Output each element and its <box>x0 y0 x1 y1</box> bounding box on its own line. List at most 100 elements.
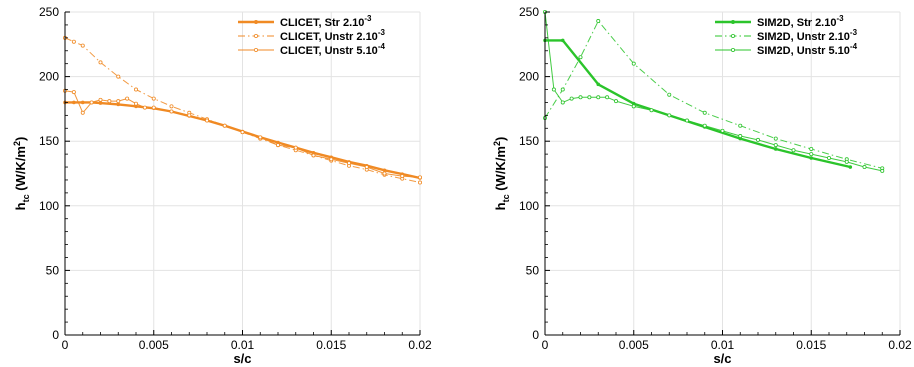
legend-label: CLICET, Unstr 5.10-4 <box>280 42 385 57</box>
data-point <box>151 105 156 110</box>
data-point <box>578 55 583 60</box>
legend-marker <box>253 19 258 24</box>
data-point <box>560 38 565 43</box>
data-point <box>702 123 707 128</box>
data-point <box>848 165 853 169</box>
data-point <box>417 175 422 180</box>
data-point <box>98 101 103 105</box>
x-tick-label: 0.01 <box>231 338 255 352</box>
series-line <box>545 39 851 169</box>
data-point <box>605 95 610 100</box>
x-tick-label: 0 <box>62 338 69 352</box>
data-point <box>107 99 112 104</box>
x-axis-label: s/c <box>233 351 251 366</box>
x-tick-label: 0 <box>542 338 549 352</box>
data-point <box>738 123 743 128</box>
data-point <box>756 137 761 142</box>
data-point <box>827 155 832 160</box>
legend-label: SIM2D, Unstr 2.10-3 <box>757 28 858 43</box>
data-point <box>116 74 121 79</box>
data-point <box>80 110 85 115</box>
y-axis-label: htc (W/K/m2) <box>492 137 511 211</box>
y-tick-label: 200 <box>39 70 59 84</box>
data-point <box>614 99 619 104</box>
data-point <box>116 99 121 104</box>
data-point <box>809 146 814 151</box>
x-tick-label: 0.015 <box>796 338 826 352</box>
data-point <box>667 92 672 97</box>
data-point <box>98 60 103 65</box>
y-axis-label: htc (W/K/m2) <box>12 137 31 211</box>
x-tick-label: 0.02 <box>888 338 912 352</box>
legend-marker <box>731 19 736 24</box>
legend-label: SIM2D, Str 2.10-3 <box>757 14 844 29</box>
y-tick-label: 150 <box>39 134 59 148</box>
data-point <box>364 165 369 170</box>
data-point <box>667 113 672 118</box>
y-tick-label: 250 <box>519 5 539 19</box>
y-tick-label: 0 <box>52 328 59 342</box>
data-point <box>560 87 565 92</box>
data-point <box>382 171 387 176</box>
data-point <box>702 110 707 115</box>
legend-marker <box>731 34 736 39</box>
data-point <box>187 113 192 118</box>
data-point <box>578 95 583 100</box>
y-tick-label: 250 <box>39 5 59 19</box>
data-point <box>169 104 174 109</box>
data-point <box>685 118 690 123</box>
right-chart-panel: 0 0.005 0.01 0.015 0.02 0 50 100 150 200 250 s/c htc… <box>492 5 912 366</box>
y-tick-label: 100 <box>519 199 539 213</box>
data-point <box>142 105 147 110</box>
data-point <box>596 19 601 24</box>
data-point <box>133 101 138 106</box>
y-tick-label: 50 <box>46 263 60 277</box>
data-point <box>80 43 85 48</box>
x-tick-label: 0.015 <box>316 338 346 352</box>
data-point <box>258 135 263 140</box>
y-tick-label: 150 <box>519 134 539 148</box>
x-tick-label: 0.02 <box>408 338 432 352</box>
data-point <box>400 174 405 179</box>
y-tick-label: 100 <box>39 199 59 213</box>
data-point <box>862 165 867 170</box>
legend-label: CLICET, Unstr 2.10-3 <box>280 28 385 43</box>
data-point <box>240 130 245 135</box>
data-point <box>133 87 138 92</box>
data-point <box>71 39 76 44</box>
data-point <box>773 143 778 148</box>
data-point <box>293 145 298 150</box>
legend-marker <box>253 34 258 39</box>
data-point <box>791 148 796 153</box>
data-point <box>222 123 227 128</box>
data-point <box>98 97 103 102</box>
data-point <box>382 168 387 173</box>
data-point <box>844 159 849 164</box>
data-point <box>569 96 574 101</box>
data-point <box>649 108 654 113</box>
data-point <box>125 96 130 101</box>
data-point <box>809 152 814 157</box>
data-point <box>275 143 280 148</box>
data-point <box>631 104 636 109</box>
data-point <box>596 82 601 87</box>
data-point <box>329 157 334 162</box>
data-point <box>311 153 316 158</box>
data-point <box>551 87 556 92</box>
data-point <box>417 180 422 185</box>
data-point <box>116 102 121 107</box>
legend-label: SIM2D, Unstr 5.10-4 <box>757 42 858 57</box>
y-tick-label: 0 <box>532 328 539 342</box>
data-point <box>587 95 592 100</box>
data-point <box>346 161 351 166</box>
data-point <box>773 136 778 141</box>
data-point <box>80 100 85 105</box>
data-point <box>596 95 601 100</box>
x-tick-label: 0.01 <box>711 338 735 352</box>
x-tick-label: 0.005 <box>619 338 649 352</box>
data-point <box>151 96 156 101</box>
data-point <box>738 134 743 139</box>
y-tick-label: 50 <box>526 263 540 277</box>
left-chart-panel: 0 0.005 0.01 0.015 0.02 0 50 100 150 200 250 s/c htc… <box>12 5 432 366</box>
data-point <box>204 118 209 123</box>
